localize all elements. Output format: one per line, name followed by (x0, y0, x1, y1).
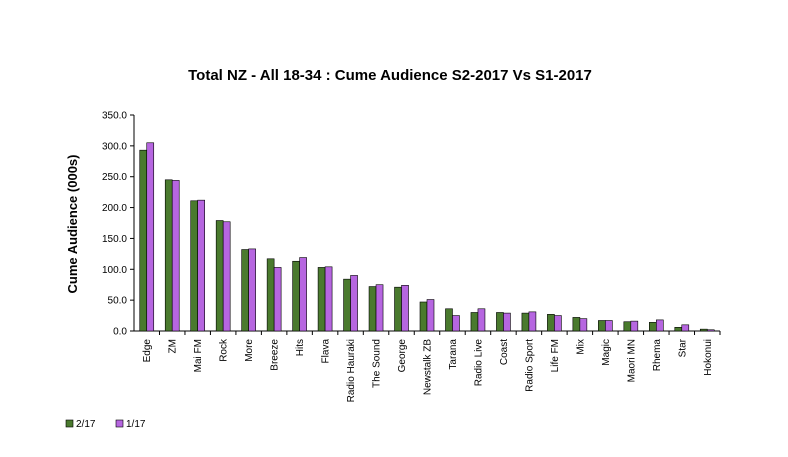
legend-swatch (115, 419, 124, 428)
bar-series-1 (649, 322, 657, 332)
bar-series-1 (343, 278, 351, 332)
category-label: Maori MN (626, 339, 637, 382)
legend-label: 1/17 (126, 419, 146, 430)
bar-series-1 (674, 326, 683, 332)
bar-series-2 (477, 308, 486, 332)
category-label: Flava (321, 339, 332, 364)
bar-series-2 (171, 180, 180, 332)
bar-series-2 (630, 320, 639, 332)
bar-series-2 (656, 319, 664, 332)
bar-series-1 (139, 149, 148, 332)
bar-series-1 (598, 320, 606, 332)
category-label: The Sound (372, 339, 383, 388)
bar-series-2 (350, 275, 358, 332)
bar-series-2 (452, 315, 460, 332)
bar-series-1 (470, 312, 479, 332)
category-label: Edge (142, 339, 153, 363)
legend: 2/17 1/17 (65, 419, 146, 430)
bar-series-2 (528, 311, 537, 332)
plot-area: 0.0 50.0 100.0 150.0 200.0 250.0 300.0 350.0 Edg… (102, 111, 721, 402)
bar-series-1 (292, 260, 300, 332)
bar-series-1 (496, 312, 504, 332)
y-axis-label: Cume Audience (000s) (65, 155, 80, 294)
bar-series-2 (579, 318, 588, 332)
bar-series-2 (401, 285, 409, 332)
y-tick-label: 0.0 (113, 327, 127, 338)
y-tick-label: 200.0 (102, 203, 127, 214)
bar-series-2 (605, 320, 613, 332)
bar-series-1 (241, 249, 249, 332)
y-tick-label: 150.0 (102, 234, 127, 245)
y-tick-label: 350.0 (102, 111, 127, 122)
bar-series-2 (554, 315, 562, 332)
bar-series-1 (164, 179, 173, 332)
bar-series-2 (375, 284, 384, 332)
category-label: More (244, 339, 255, 362)
bar-series-1 (317, 267, 326, 332)
bar-series-2 (503, 312, 511, 332)
category-label: Radio Sport (524, 339, 535, 392)
bar-series-2 (706, 329, 715, 332)
bar-series-2 (273, 267, 282, 332)
category-label: Coast (499, 339, 510, 365)
category-label: Star (677, 338, 688, 357)
category-label: Mai FM (193, 339, 204, 372)
bar-series-2 (222, 221, 231, 332)
category-label: Mix (575, 339, 586, 355)
category-label: Rock (219, 338, 230, 362)
legend-label: 2/17 (76, 419, 96, 430)
y-tick-label: 50.0 (108, 296, 128, 307)
bar-series-2 (197, 199, 205, 332)
bar-series-1 (572, 317, 581, 332)
bar-series-1 (445, 308, 453, 332)
category-label: Rhema (652, 339, 663, 372)
category-label: Magic (601, 339, 612, 366)
bar-series-1 (623, 321, 632, 332)
category-label: Radio Hauraki (346, 339, 357, 402)
category-label: Life FM (550, 339, 561, 372)
bar-series-1 (266, 258, 275, 332)
bar-series-1 (394, 286, 402, 332)
category-label: Hits (295, 339, 306, 356)
bar-series-1 (190, 200, 198, 332)
bar-series-2 (324, 266, 333, 332)
y-tick-label: 100.0 (102, 265, 127, 276)
category-label: Newstalk ZB (423, 339, 434, 395)
category-label: Tarana (448, 339, 459, 370)
bar-series-2 (248, 248, 256, 332)
bar-series-1 (547, 314, 555, 332)
bar-series-1 (699, 328, 708, 332)
legend-swatch (65, 419, 74, 428)
y-tick-label: 250.0 (102, 172, 127, 183)
category-label: Hokonui (703, 339, 714, 376)
bar-series-1 (419, 301, 428, 332)
y-tick-label: 300.0 (102, 141, 127, 152)
bar-series-2 (681, 324, 690, 332)
bar-series-1 (521, 312, 530, 332)
category-label: Radio Live (473, 339, 484, 387)
bar-series-1 (368, 286, 377, 332)
chart-title: Total NZ - All 18-34 : Cume Audience S2-… (188, 67, 592, 84)
bar-series-1 (215, 220, 224, 332)
bar-series-2 (299, 257, 307, 332)
category-label: George (397, 339, 408, 373)
bar-series-2 (426, 299, 435, 332)
category-label: Breeze (270, 339, 281, 371)
bar-series-2 (146, 142, 155, 332)
category-label: ZM (168, 339, 179, 353)
